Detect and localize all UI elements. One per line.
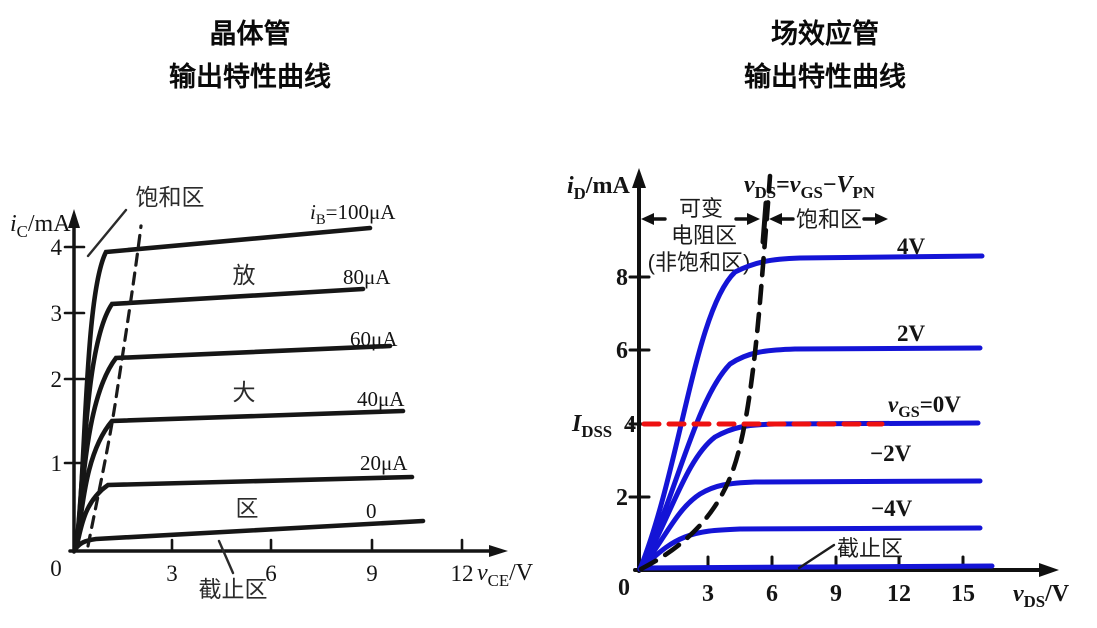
- bjt-curve-ib20: [73, 474, 415, 551]
- fet-curve-vgs-plus4: [637, 253, 985, 572]
- bjt-region-amp-char1: 放: [233, 262, 256, 288]
- bjt-title-line2: 输出特性曲线: [169, 62, 331, 92]
- bjt-curve-label-ib100: iB=100μA: [310, 200, 396, 228]
- bjt-ytick-1: 1: [51, 451, 63, 476]
- fet-region-annotation: 可变 电阻区 (非饱和区) 饱和区: [641, 196, 888, 275]
- bjt-title-line1: 晶体管: [209, 19, 291, 49]
- fet-x-axis-arrow-icon: [1039, 563, 1059, 577]
- bjt-saturation-boundary-dashed: [86, 224, 143, 548]
- bjt-curve-ib0: [73, 518, 426, 551]
- fet-curve-vgs-minus2: [637, 478, 983, 572]
- fet-title-line2: 输出特性曲线: [744, 62, 906, 92]
- bjt-y-axis-label: iC/mA: [10, 211, 71, 241]
- fet-chart: 8 6 4 2 0 3 6 9 12 15 iD/mA vDS/V vDS=vG…: [567, 168, 1070, 611]
- fet-ytick-2: 2: [616, 485, 628, 511]
- bjt-curve-label-ib40: 40μA: [357, 387, 405, 411]
- bjt-region-amp-char3: 区: [236, 495, 259, 521]
- fet-boundary-arrowhead-right-icon: [747, 213, 760, 225]
- bjt-curve-label-ib20: 20μA: [360, 451, 408, 475]
- fet-xtick-6: 6: [766, 581, 778, 607]
- fet-curve-label-minus2: −2V: [870, 441, 912, 466]
- bjt-title: 晶体管 输出特性曲线: [85, 13, 415, 99]
- fet-region-saturation: 饱和区: [796, 207, 862, 232]
- bjt-curve-ib60: [73, 343, 393, 551]
- fet-idss-label: IDSS: [571, 411, 612, 441]
- fet-curve-label-plus2: 2V: [897, 321, 926, 346]
- fet-xtick-9: 9: [830, 581, 842, 607]
- bjt-origin-label: 0: [50, 556, 62, 581]
- fet-ytick-6: 6: [616, 338, 628, 364]
- bjt-region-saturation: 饱和区: [136, 184, 205, 210]
- bjt-ytick-3: 3: [51, 301, 63, 326]
- fet-x-axis-label: vDS/V: [1013, 581, 1070, 611]
- bjt-xtick-12: 12: [451, 561, 474, 586]
- fet-ytick-4: 4: [624, 412, 636, 438]
- fet-xtick-15: 15: [951, 581, 975, 607]
- bjt-x-axis-arrow-icon: [489, 545, 508, 557]
- fet-boundary-formula: vDS=vGS−VPN: [744, 172, 875, 202]
- fet-xtick-3: 3: [702, 581, 714, 607]
- bjt-x-ticks: [170, 538, 464, 553]
- fet-curve-vgs-plus2: [637, 345, 983, 572]
- bjt-ytick-4: 4: [51, 235, 63, 260]
- fet-ytick-8: 8: [616, 265, 628, 291]
- fet-curve-vgs-minus4: [637, 525, 983, 572]
- bjt-xtick-9: 9: [366, 561, 378, 586]
- bjt-ytick-2: 2: [51, 367, 63, 392]
- fet-region-variable-line2: 电阻区: [671, 223, 737, 248]
- bjt-xtick-6: 6: [265, 561, 277, 586]
- fet-xtick-12: 12: [887, 581, 911, 607]
- fet-title-line1: 场效应管: [771, 19, 879, 49]
- fet-curve-cutoff: [637, 563, 995, 571]
- fet-cutoff-pointer-line: [797, 543, 836, 570]
- fet-title: 场效应管 输出特性曲线: [660, 13, 990, 99]
- fet-saturation-arrowhead-left-icon: [769, 213, 782, 225]
- bjt-y-axis-arrow-icon: [68, 209, 80, 228]
- fet-curve-label-zero: vGS=0V: [888, 392, 961, 421]
- bjt-xtick-3: 3: [166, 561, 178, 586]
- bjt-curve-label-ib60: 60μA: [350, 327, 398, 351]
- fet-y-axis-label: iD/mA: [567, 173, 630, 203]
- bjt-x-axis-label: vCE/V: [477, 560, 534, 590]
- bjt-chart: 4 3 2 1 0 3 6 9 12 iC/mA vCE/V: [10, 184, 534, 602]
- fet-y-axis-arrow-icon: [632, 168, 646, 188]
- fet-curve-label-plus4: 4V: [897, 234, 926, 259]
- fet-curve-label-minus4: −4V: [871, 496, 913, 521]
- bjt-saturation-pointer-line: [86, 208, 128, 258]
- fet-boundary-parabola-dashed: [638, 173, 773, 572]
- fet-region-variable-line1: 可变: [679, 196, 723, 221]
- bjt-region-amp-char2: 大: [233, 379, 256, 405]
- fet-left-arrowhead-icon: [641, 213, 654, 225]
- bjt-curve-label-ib80: 80μA: [343, 265, 391, 289]
- bjt-curve-ib100: [73, 225, 373, 551]
- fet-origin-label: 0: [618, 575, 630, 601]
- bjt-cutoff-pointer-line: [217, 539, 235, 575]
- bjt-region-cutoff: 截止区: [199, 576, 268, 602]
- bjt-curve-label-ib0: 0: [366, 499, 377, 523]
- bjt-curves: [73, 225, 426, 551]
- fet-saturation-arrowhead-right-icon: [875, 213, 888, 225]
- fet-region-cutoff: 截止区: [837, 536, 903, 561]
